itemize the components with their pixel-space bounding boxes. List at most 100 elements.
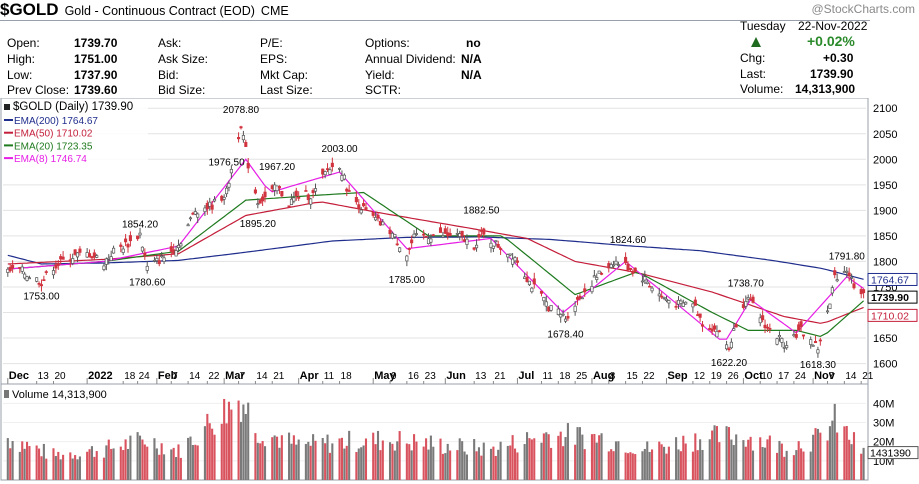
volume-bar <box>766 439 769 480</box>
volume-bar <box>379 450 382 480</box>
candle-body <box>713 325 717 330</box>
candle-body <box>140 246 144 252</box>
volume-bar <box>826 440 829 480</box>
volume-bar <box>449 450 452 480</box>
candle-body <box>458 233 462 237</box>
volume-bar <box>626 453 630 480</box>
change-percent: +0.02% <box>807 33 855 49</box>
volume-bar <box>809 451 812 480</box>
candle-body <box>258 200 262 204</box>
candle-body <box>294 190 298 197</box>
volume-bar <box>533 438 536 480</box>
candle-body <box>42 279 46 282</box>
candle-body <box>648 285 652 288</box>
volume-bar <box>427 449 430 480</box>
candle-body <box>523 276 527 279</box>
candle-body <box>775 338 779 345</box>
volume-bar <box>497 449 500 480</box>
volume-bar <box>405 443 408 480</box>
ask-label: Ask: <box>158 36 182 50</box>
volume-bar <box>187 437 190 480</box>
candle-body <box>828 303 832 309</box>
x-tick-label: May <box>374 370 396 382</box>
volume-bar <box>239 421 243 480</box>
x-tick-label: 14 <box>845 371 857 382</box>
candle-body <box>107 257 111 260</box>
candle-body <box>698 313 702 318</box>
volume-bar <box>816 428 819 480</box>
volume-bar <box>326 434 329 480</box>
candle-body <box>592 275 596 278</box>
volume-bar <box>362 445 365 480</box>
price-annotation: 1967.20 <box>259 162 296 173</box>
price-axis-tick: 1600 <box>873 359 897 371</box>
candle-body <box>717 330 721 333</box>
volume-bar <box>715 426 719 480</box>
candle-body <box>462 239 467 242</box>
prev-close-value: 1739.60 <box>74 83 118 97</box>
volume-bar <box>646 441 649 480</box>
candle-body <box>780 338 784 343</box>
volume-bar <box>475 451 478 480</box>
volume-bar <box>631 453 634 480</box>
price-tag-label: 1739.90 <box>871 292 909 304</box>
price-axis-tick: 1800 <box>873 256 897 268</box>
volume-bar <box>230 409 233 480</box>
candle-body <box>794 334 798 338</box>
volume-bar <box>593 433 596 480</box>
volume-bar <box>506 445 509 480</box>
volume-bar <box>429 435 432 480</box>
volume-bar <box>78 456 81 480</box>
volume-bar <box>747 439 750 480</box>
volume-bar <box>340 437 343 480</box>
volume-bar <box>559 431 562 480</box>
volume-bar <box>629 452 632 480</box>
low-label: Low: <box>7 68 33 82</box>
volume-bar <box>247 402 250 480</box>
ema-lines <box>7 158 864 340</box>
x-tick-label: 19 <box>711 371 723 382</box>
price-annotation: 2078.80 <box>223 105 260 116</box>
volume-bar <box>273 435 276 480</box>
candle-body <box>121 248 125 253</box>
prev-close-label: Prev Close: <box>7 83 70 97</box>
volume-bar <box>677 449 680 480</box>
x-tick-label: 14 <box>189 371 201 382</box>
price-axis-tick: 2000 <box>873 154 897 166</box>
candle-body <box>270 185 274 189</box>
x-tick-label: 23 <box>425 371 437 382</box>
volume-bar <box>59 459 62 480</box>
volume-bar <box>441 453 444 480</box>
volume-bar <box>35 445 38 480</box>
candle-body <box>277 186 281 189</box>
volume-bar <box>511 435 514 480</box>
volume-bar <box>256 442 259 480</box>
date-label: 22-Nov-2022 <box>798 19 868 33</box>
volume-tag-box <box>867 446 919 460</box>
candle-body <box>662 297 666 299</box>
volume-bar <box>713 425 716 480</box>
price-annotation: 1678.40 <box>547 330 584 341</box>
candle-body <box>210 204 214 210</box>
volume-bar <box>547 434 550 480</box>
candle-body <box>11 265 15 269</box>
candle-body <box>725 344 729 350</box>
volume-bar <box>357 448 360 480</box>
candle-body <box>239 126 243 129</box>
volume-bar <box>845 425 848 480</box>
x-tick-label: 14 <box>256 371 268 382</box>
ema-line-ema50 <box>7 201 864 324</box>
volume-bar <box>489 448 493 480</box>
price-annotation: 1791.80 <box>829 252 866 263</box>
candle-body <box>119 244 123 247</box>
price-axis-tick: 1950 <box>873 180 897 192</box>
volume-bar <box>590 434 594 480</box>
candle-body <box>273 184 277 191</box>
candle-body <box>371 212 375 216</box>
volume-bar <box>814 428 817 480</box>
candle-body <box>499 248 503 250</box>
volume-bar <box>290 443 293 480</box>
volume-bar <box>725 426 728 480</box>
volume-bar <box>155 448 158 480</box>
candle-body <box>357 204 361 209</box>
